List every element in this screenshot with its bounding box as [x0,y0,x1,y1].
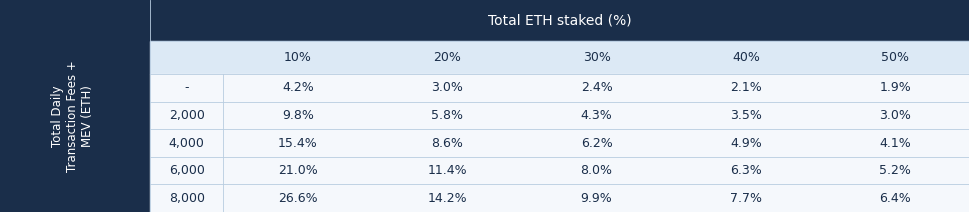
Text: 20%: 20% [433,51,460,64]
Text: 2.1%: 2.1% [730,81,761,95]
Text: 15.4%: 15.4% [278,137,317,150]
Text: 26.6%: 26.6% [278,192,317,205]
Text: 6.4%: 6.4% [879,192,910,205]
Text: 4.2%: 4.2% [282,81,313,95]
Text: 4,000: 4,000 [169,137,204,150]
Text: 3.0%: 3.0% [431,81,462,95]
Text: 8.6%: 8.6% [431,137,462,150]
Text: 7.7%: 7.7% [730,192,761,205]
Text: 40%: 40% [732,51,759,64]
Text: 3.5%: 3.5% [730,109,761,122]
Bar [150,74,969,212]
Text: 4.3%: 4.3% [580,109,611,122]
Text: 2.4%: 2.4% [580,81,611,95]
Text: 6,000: 6,000 [169,164,204,177]
Text: -: - [184,81,189,95]
Text: 14.2%: 14.2% [427,192,466,205]
Text: Total Daily
Transaction Fees +
MEV (ETH): Total Daily Transaction Fees + MEV (ETH) [50,60,94,172]
Text: 50%: 50% [881,51,908,64]
Text: 5.2%: 5.2% [879,164,910,177]
Text: 9.9%: 9.9% [580,192,611,205]
Text: 6.2%: 6.2% [580,137,611,150]
Text: 8,000: 8,000 [169,192,204,205]
Text: 3.0%: 3.0% [879,109,910,122]
Text: 4.9%: 4.9% [730,137,761,150]
Text: 6.3%: 6.3% [730,164,761,177]
Text: 5.8%: 5.8% [431,109,462,122]
Text: 9.8%: 9.8% [282,109,313,122]
Text: Total ETH staked (%): Total ETH staked (%) [487,14,632,28]
Text: 21.0%: 21.0% [278,164,317,177]
Bar [150,41,969,74]
Text: 1.9%: 1.9% [879,81,910,95]
Text: 10%: 10% [284,51,311,64]
Text: 8.0%: 8.0% [580,164,611,177]
Text: 4.1%: 4.1% [879,137,910,150]
Text: 2,000: 2,000 [169,109,204,122]
Bar [150,0,969,41]
Text: 30%: 30% [582,51,610,64]
Text: 11.4%: 11.4% [427,164,466,177]
